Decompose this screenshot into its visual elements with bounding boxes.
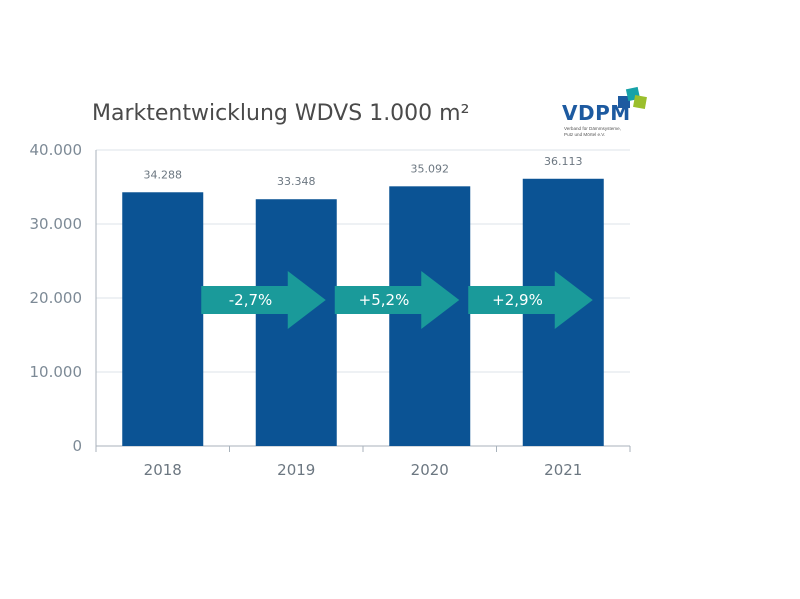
y-tick-label: 40.000 [30, 141, 83, 159]
data-label-2020: 35.092 [411, 162, 450, 175]
data-label-2018: 34.288 [144, 168, 183, 181]
data-label-2019: 33.348 [277, 175, 316, 188]
data-label-2021: 36.113 [544, 155, 583, 168]
logo-square-green [633, 95, 647, 109]
change-label-1: -2,7% [229, 291, 273, 309]
y-tick-label: 0 [72, 437, 82, 455]
logo-square-blue [618, 96, 630, 108]
change-arrow-3 [468, 271, 593, 329]
change-label-2: +5,2% [359, 291, 410, 309]
vdpm-logo: VDPM Verband für Dämmsysteme, Putz und M… [562, 84, 662, 144]
bar-2018 [122, 192, 204, 446]
change-arrow-1 [201, 271, 326, 329]
logo-wordmark: VDPM [562, 101, 631, 125]
logo-subtitle-line2: Putz und Mörtel e.V. [564, 132, 606, 137]
y-tick-label: 30.000 [30, 215, 83, 233]
chart-title: Marktentwicklung WDVS 1.000 m² [92, 101, 470, 126]
logo-subtitle-line1: Verband für Dämmsysteme, [564, 126, 621, 131]
bar-2019 [255, 199, 337, 446]
x-tick-label-2021: 2021 [544, 461, 582, 479]
x-tick-label-2019: 2019 [277, 461, 315, 479]
change-label-3: +2,9% [492, 291, 543, 309]
change-arrow-2 [334, 271, 460, 329]
y-tick-label: 20.000 [30, 289, 83, 307]
x-tick-label-2018: 2018 [144, 461, 182, 479]
y-tick-label: 10.000 [30, 363, 83, 381]
logo-squares-icon [618, 86, 647, 109]
x-tick-label-2020: 2020 [411, 461, 449, 479]
